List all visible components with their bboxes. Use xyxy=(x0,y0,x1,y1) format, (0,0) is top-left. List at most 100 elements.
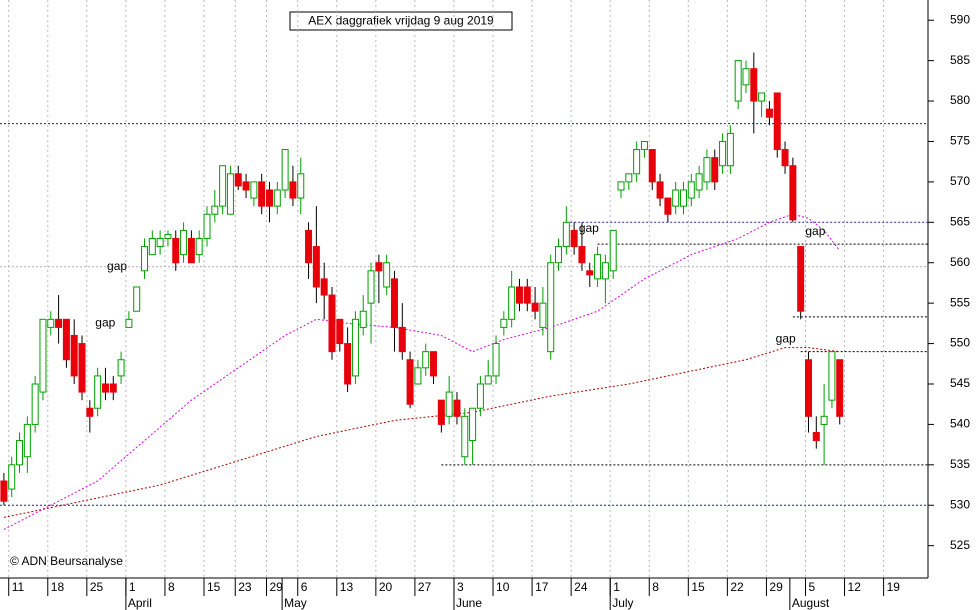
y-tick-label: 535 xyxy=(950,457,970,471)
candle-body xyxy=(445,391,453,417)
y-tick-label: 555 xyxy=(950,295,970,309)
candle-body xyxy=(250,181,258,199)
candle-body xyxy=(148,237,156,256)
candle-body xyxy=(47,318,55,328)
candle-body xyxy=(265,189,273,207)
x-tick-label: 27 xyxy=(418,580,432,594)
candle-body xyxy=(812,431,820,442)
candle-body xyxy=(758,92,766,102)
candle-body xyxy=(437,399,445,425)
x-tick-label: 19 xyxy=(887,580,901,594)
candle-body xyxy=(508,286,516,320)
candle-body xyxy=(16,440,24,466)
candle-body xyxy=(500,318,508,328)
candle-body xyxy=(711,157,719,183)
candle-body xyxy=(601,262,609,280)
candle-body xyxy=(687,181,695,199)
candle-body xyxy=(70,334,78,377)
candle-body xyxy=(492,343,500,377)
candle-body xyxy=(609,229,617,272)
candle-body xyxy=(680,189,688,207)
x-tick-label: 29 xyxy=(269,580,283,594)
candle-body xyxy=(219,165,227,207)
candle-body xyxy=(125,318,133,328)
candle-body xyxy=(55,318,63,328)
candle-body xyxy=(344,343,352,385)
x-tick-label: 8 xyxy=(652,580,659,594)
candle-body xyxy=(430,351,438,377)
candle-body xyxy=(0,480,8,502)
x-tick-label: 6 xyxy=(301,580,308,594)
candle-body xyxy=(328,294,336,353)
y-tick-label: 585 xyxy=(950,53,970,67)
x-tick-label: 20 xyxy=(379,580,393,594)
candle-body xyxy=(133,286,141,312)
candle-body xyxy=(804,359,812,417)
month-label: August xyxy=(792,596,830,610)
title-box xyxy=(289,11,513,31)
moving-average xyxy=(3,347,840,518)
candle-body xyxy=(836,359,844,417)
candle-body xyxy=(320,278,328,296)
month-label: April xyxy=(128,596,152,610)
candle-body xyxy=(742,68,750,86)
candle-body xyxy=(625,173,633,183)
candle-body xyxy=(555,246,563,264)
month-label: May xyxy=(284,596,307,610)
x-tick-label: 3 xyxy=(457,580,464,594)
candle-body xyxy=(750,68,758,102)
candle-body xyxy=(351,318,359,377)
candle-body xyxy=(23,423,31,458)
candle-body xyxy=(734,60,742,102)
candle-body xyxy=(406,359,414,405)
candle-body xyxy=(515,286,523,304)
candle-body xyxy=(242,181,250,191)
candle-body xyxy=(594,254,602,280)
annotation: gap xyxy=(579,221,599,235)
candle-body xyxy=(180,229,188,256)
candle-body xyxy=(539,302,547,328)
x-tick-label: 22 xyxy=(730,580,744,594)
candle-body xyxy=(164,233,172,239)
candle-body xyxy=(258,181,266,207)
candle-body xyxy=(234,173,242,187)
y-tick-label: 550 xyxy=(950,336,970,350)
candle-body xyxy=(640,140,648,151)
credit: © ADN Beursanalyse xyxy=(10,554,123,568)
x-tick-label: 15 xyxy=(691,580,705,594)
candle-body xyxy=(8,464,16,490)
x-tick-label: 15 xyxy=(207,580,221,594)
month-label: July xyxy=(612,596,633,610)
candle-body xyxy=(273,189,281,207)
candle-body xyxy=(226,173,234,215)
candle-body xyxy=(523,286,531,304)
y-tick-label: 540 xyxy=(950,417,970,431)
candle-body xyxy=(195,237,203,256)
candle-body xyxy=(695,173,703,191)
candle-body xyxy=(31,383,39,425)
x-tick-label: 29 xyxy=(769,580,783,594)
annotation: gap xyxy=(107,259,127,273)
candle-body xyxy=(469,407,477,442)
candle-body xyxy=(289,181,297,199)
candle-body xyxy=(94,375,102,409)
candle-body xyxy=(141,246,149,272)
y-tick-label: 530 xyxy=(950,497,970,511)
candle-body xyxy=(312,246,320,288)
x-tick-label: 10 xyxy=(496,580,510,594)
candle-body xyxy=(586,270,594,276)
candle-body xyxy=(336,318,344,345)
candle-body xyxy=(375,262,383,272)
candle-body xyxy=(633,149,641,175)
y-tick-label: 545 xyxy=(950,376,970,390)
candle-body xyxy=(62,318,70,361)
candle-body xyxy=(383,262,391,288)
candle-body xyxy=(187,237,195,264)
x-tick-label: 1 xyxy=(613,580,620,594)
x-tick-label: 17 xyxy=(535,580,549,594)
candle-body xyxy=(703,157,711,183)
candle-body xyxy=(570,229,578,248)
y-tick-label: 590 xyxy=(950,12,970,26)
